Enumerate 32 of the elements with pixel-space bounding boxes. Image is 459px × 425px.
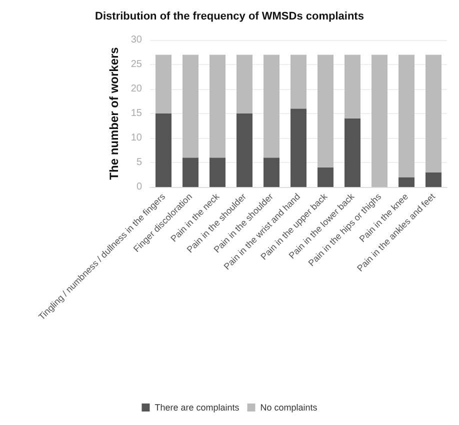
bar: [182, 158, 198, 187]
bar: [344, 54, 360, 118]
y-axis-title: The number of workers: [106, 46, 121, 180]
bar: [426, 172, 442, 187]
bar: [398, 177, 414, 187]
bar: [264, 158, 280, 187]
y-tick-label: 5: [136, 157, 142, 168]
bar: [372, 54, 388, 187]
y-tick-label: 10: [130, 132, 142, 144]
bar: [156, 114, 172, 187]
bar: [344, 118, 360, 187]
bar: [236, 54, 252, 114]
legend-label: No complaints: [260, 402, 318, 412]
y-tick-label: 15: [130, 108, 142, 119]
y-tick-label: 20: [130, 84, 142, 94]
bar: [236, 114, 252, 187]
bar: [318, 167, 334, 187]
bar: [156, 54, 172, 114]
chart-title: Distribution of the frequency of WMSDs complaints: [95, 10, 364, 22]
bar: [318, 54, 334, 168]
bar: [264, 54, 280, 158]
bar: [290, 54, 306, 109]
bar: [210, 54, 226, 158]
bar: [290, 108, 306, 187]
y-tick-label: 0: [136, 182, 142, 192]
bar: [426, 54, 442, 172]
bar: [398, 54, 414, 178]
legend-label: There are complaints: [154, 402, 240, 412]
y-tick-label: 30: [130, 34, 142, 46]
y-tick-label: 25: [130, 59, 142, 70]
bar: [210, 158, 226, 187]
bar: [182, 54, 198, 158]
